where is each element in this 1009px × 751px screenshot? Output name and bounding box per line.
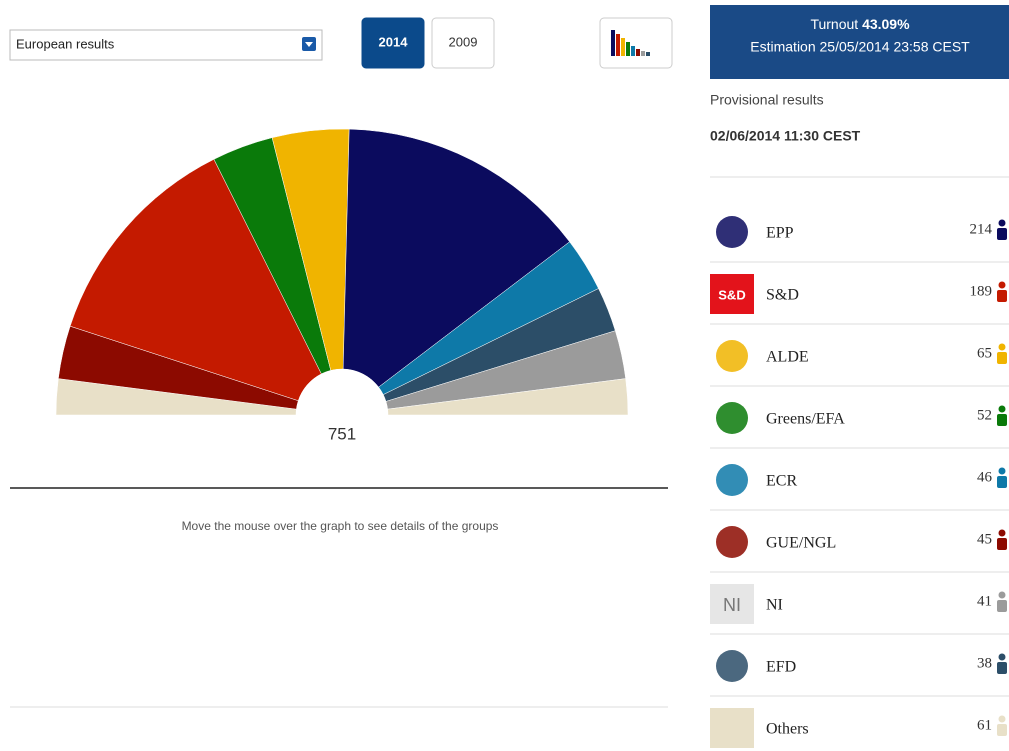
group-logo: [710, 274, 754, 314]
group-seats: 41: [977, 593, 992, 609]
group-logo: [716, 464, 748, 496]
group-seats: 45: [977, 531, 992, 547]
turnout-label: Turnout: [810, 16, 858, 32]
hemicycle-total: 751: [328, 424, 356, 443]
group-name: EFD: [766, 659, 796, 676]
arrow-glyph: [305, 42, 313, 47]
group-row[interactable]: EPP 214: [716, 216, 1007, 248]
year-label: 2009: [449, 34, 478, 49]
dropdown[interactable]: [9, 29, 323, 61]
seat-icon-body: [997, 662, 1007, 674]
seat-icon-body: [997, 228, 1007, 240]
group-logo: [716, 216, 748, 248]
group-seats: 38: [977, 655, 992, 671]
group-name: S&D: [766, 287, 799, 304]
group-logo: [710, 708, 754, 748]
seat-icon-head: [998, 715, 1006, 723]
group-seats: 65: [977, 345, 992, 361]
seat-icon-head: [998, 405, 1006, 413]
group-row[interactable]: ECR 46: [716, 464, 1007, 496]
group-logo: [716, 650, 748, 682]
group-seats: 61: [977, 717, 992, 733]
group-logo: [716, 402, 748, 434]
seat-icon-head: [998, 219, 1006, 227]
group-logo: [716, 526, 748, 558]
turnout-value: 43.09%: [862, 16, 910, 32]
seat-icon-body: [997, 538, 1007, 550]
updated: 02/06/2014 11:30 CEST: [710, 128, 861, 144]
status-box: [710, 5, 1009, 79]
dropdown-label: European results: [16, 36, 115, 51]
group-seats: 46: [977, 469, 993, 485]
group-name: ECR: [766, 473, 797, 490]
group-seats: 189: [970, 283, 993, 299]
seat-icon-body: [997, 600, 1007, 612]
logo-text: NI: [723, 595, 741, 615]
group-name: NI: [766, 597, 783, 614]
group-name: Greens/EFA: [766, 411, 845, 428]
chart-toggle[interactable]: [599, 17, 673, 69]
seat-icon-head: [998, 281, 1006, 289]
group-row[interactable]: Greens/EFA 52: [716, 402, 1007, 434]
group-name: EPP: [766, 225, 794, 242]
hint: Move the mouse over the graph to see det…: [182, 519, 499, 533]
seat-icon-head: [998, 591, 1006, 599]
group-logo: [710, 584, 754, 624]
group-name: GUE/NGL: [766, 535, 836, 552]
group-seats: 214: [970, 221, 993, 237]
seat-icon-body: [997, 414, 1007, 426]
chart-icon: [611, 30, 650, 56]
group-name: Others: [766, 721, 809, 738]
seat-icon-head: [998, 529, 1006, 537]
year-button[interactable]: [361, 17, 425, 69]
group-row[interactable]: NI NI 41: [710, 584, 1007, 624]
group-name: ALDE: [766, 349, 809, 366]
seat-icon-body: [997, 352, 1007, 364]
group-row[interactable]: S&D S&D 189: [710, 274, 1007, 314]
logo-text: S&D: [718, 287, 745, 302]
group-logo: [716, 340, 748, 372]
hemicycle-hole: [296, 369, 388, 461]
seat-icon-body: [997, 724, 1007, 736]
seat-icon-body: [997, 290, 1007, 302]
seat-icon-head: [998, 343, 1006, 351]
group-row[interactable]: ALDE 65: [716, 340, 1007, 372]
year-label: 2014: [379, 34, 409, 49]
group-seats: 52: [977, 407, 992, 423]
group-row[interactable]: EFD 38: [716, 650, 1007, 682]
group-row[interactable]: GUE/NGL 45: [716, 526, 1007, 558]
turnout: Turnout 43.09%: [810, 16, 910, 32]
seat-icon-body: [997, 476, 1007, 488]
estimation: Estimation 25/05/2014 23:58 CEST: [750, 39, 970, 55]
year-button[interactable]: [431, 17, 495, 69]
provisional: Provisional results: [710, 92, 824, 108]
seat-icon-head: [998, 467, 1006, 475]
group-row[interactable]: Others 61: [710, 708, 1007, 748]
seat-icon-head: [998, 653, 1006, 661]
